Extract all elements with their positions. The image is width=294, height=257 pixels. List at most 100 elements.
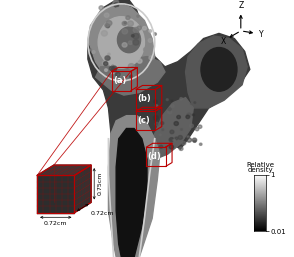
Ellipse shape	[180, 98, 183, 100]
Text: (a): (a)	[113, 76, 126, 85]
Ellipse shape	[162, 129, 164, 131]
Ellipse shape	[148, 39, 152, 42]
Ellipse shape	[116, 72, 120, 77]
Ellipse shape	[153, 115, 158, 120]
Text: 0.72cm: 0.72cm	[91, 211, 114, 216]
Ellipse shape	[201, 48, 237, 91]
Ellipse shape	[131, 35, 134, 37]
Ellipse shape	[175, 137, 178, 140]
Ellipse shape	[186, 115, 190, 118]
Ellipse shape	[98, 17, 144, 68]
Ellipse shape	[111, 68, 116, 72]
Ellipse shape	[104, 13, 109, 17]
Ellipse shape	[109, 67, 114, 71]
Ellipse shape	[133, 27, 139, 33]
Text: Y: Y	[259, 30, 263, 39]
Ellipse shape	[137, 59, 142, 63]
Ellipse shape	[122, 29, 128, 34]
Ellipse shape	[169, 138, 173, 142]
Ellipse shape	[155, 122, 159, 126]
Ellipse shape	[108, 53, 110, 55]
Ellipse shape	[128, 21, 133, 26]
Polygon shape	[186, 36, 247, 108]
Ellipse shape	[124, 22, 126, 24]
Ellipse shape	[173, 139, 175, 141]
Text: Relative: Relative	[246, 162, 274, 168]
Ellipse shape	[149, 30, 152, 32]
Ellipse shape	[128, 64, 134, 69]
Ellipse shape	[102, 61, 107, 65]
Ellipse shape	[118, 74, 121, 76]
Ellipse shape	[170, 130, 174, 134]
Ellipse shape	[154, 109, 157, 113]
Ellipse shape	[153, 33, 156, 35]
Ellipse shape	[187, 113, 191, 117]
Ellipse shape	[133, 40, 139, 45]
Ellipse shape	[101, 31, 107, 36]
Ellipse shape	[92, 51, 95, 53]
Ellipse shape	[102, 75, 105, 78]
Ellipse shape	[133, 74, 138, 78]
Text: (b): (b)	[137, 94, 151, 103]
Ellipse shape	[187, 138, 191, 142]
Ellipse shape	[177, 115, 181, 119]
Ellipse shape	[137, 15, 139, 17]
Text: 0.72cm: 0.72cm	[44, 221, 68, 226]
Ellipse shape	[170, 137, 173, 141]
Ellipse shape	[169, 145, 173, 149]
Text: Z: Z	[238, 1, 243, 11]
Ellipse shape	[171, 100, 173, 102]
Ellipse shape	[112, 65, 114, 67]
Ellipse shape	[105, 56, 110, 60]
Polygon shape	[150, 98, 193, 159]
Ellipse shape	[190, 124, 193, 127]
Ellipse shape	[187, 136, 189, 138]
Ellipse shape	[99, 6, 103, 10]
Ellipse shape	[126, 16, 130, 20]
Ellipse shape	[104, 62, 108, 66]
Ellipse shape	[111, 71, 114, 74]
Ellipse shape	[122, 43, 127, 47]
Ellipse shape	[161, 122, 164, 125]
Ellipse shape	[159, 134, 161, 136]
Ellipse shape	[122, 21, 127, 25]
Ellipse shape	[143, 26, 146, 30]
Polygon shape	[88, 3, 155, 85]
Text: X: X	[220, 37, 226, 46]
Polygon shape	[116, 128, 147, 257]
Polygon shape	[74, 165, 91, 213]
Ellipse shape	[105, 24, 108, 27]
Ellipse shape	[137, 26, 141, 30]
Ellipse shape	[106, 21, 112, 26]
Ellipse shape	[199, 143, 202, 145]
Ellipse shape	[149, 56, 153, 60]
Polygon shape	[96, 57, 165, 95]
Polygon shape	[88, 0, 250, 257]
Ellipse shape	[168, 110, 172, 114]
Ellipse shape	[178, 135, 183, 139]
Ellipse shape	[194, 102, 196, 103]
Ellipse shape	[128, 41, 132, 44]
Ellipse shape	[107, 57, 110, 60]
Ellipse shape	[89, 49, 91, 51]
Ellipse shape	[191, 103, 193, 105]
Ellipse shape	[154, 100, 157, 103]
Ellipse shape	[113, 0, 119, 5]
Ellipse shape	[117, 27, 141, 53]
Ellipse shape	[103, 43, 107, 47]
Ellipse shape	[195, 128, 199, 131]
Polygon shape	[108, 116, 160, 257]
Text: (c): (c)	[137, 116, 150, 125]
Ellipse shape	[156, 105, 158, 107]
Ellipse shape	[193, 140, 196, 142]
Ellipse shape	[106, 24, 110, 28]
Ellipse shape	[166, 99, 168, 100]
Text: 0.75cm: 0.75cm	[97, 172, 102, 195]
Ellipse shape	[192, 138, 197, 142]
Text: density: density	[247, 167, 273, 173]
Ellipse shape	[198, 125, 202, 128]
Ellipse shape	[179, 147, 183, 150]
Ellipse shape	[171, 105, 174, 108]
Ellipse shape	[113, 2, 118, 6]
Ellipse shape	[143, 48, 148, 52]
